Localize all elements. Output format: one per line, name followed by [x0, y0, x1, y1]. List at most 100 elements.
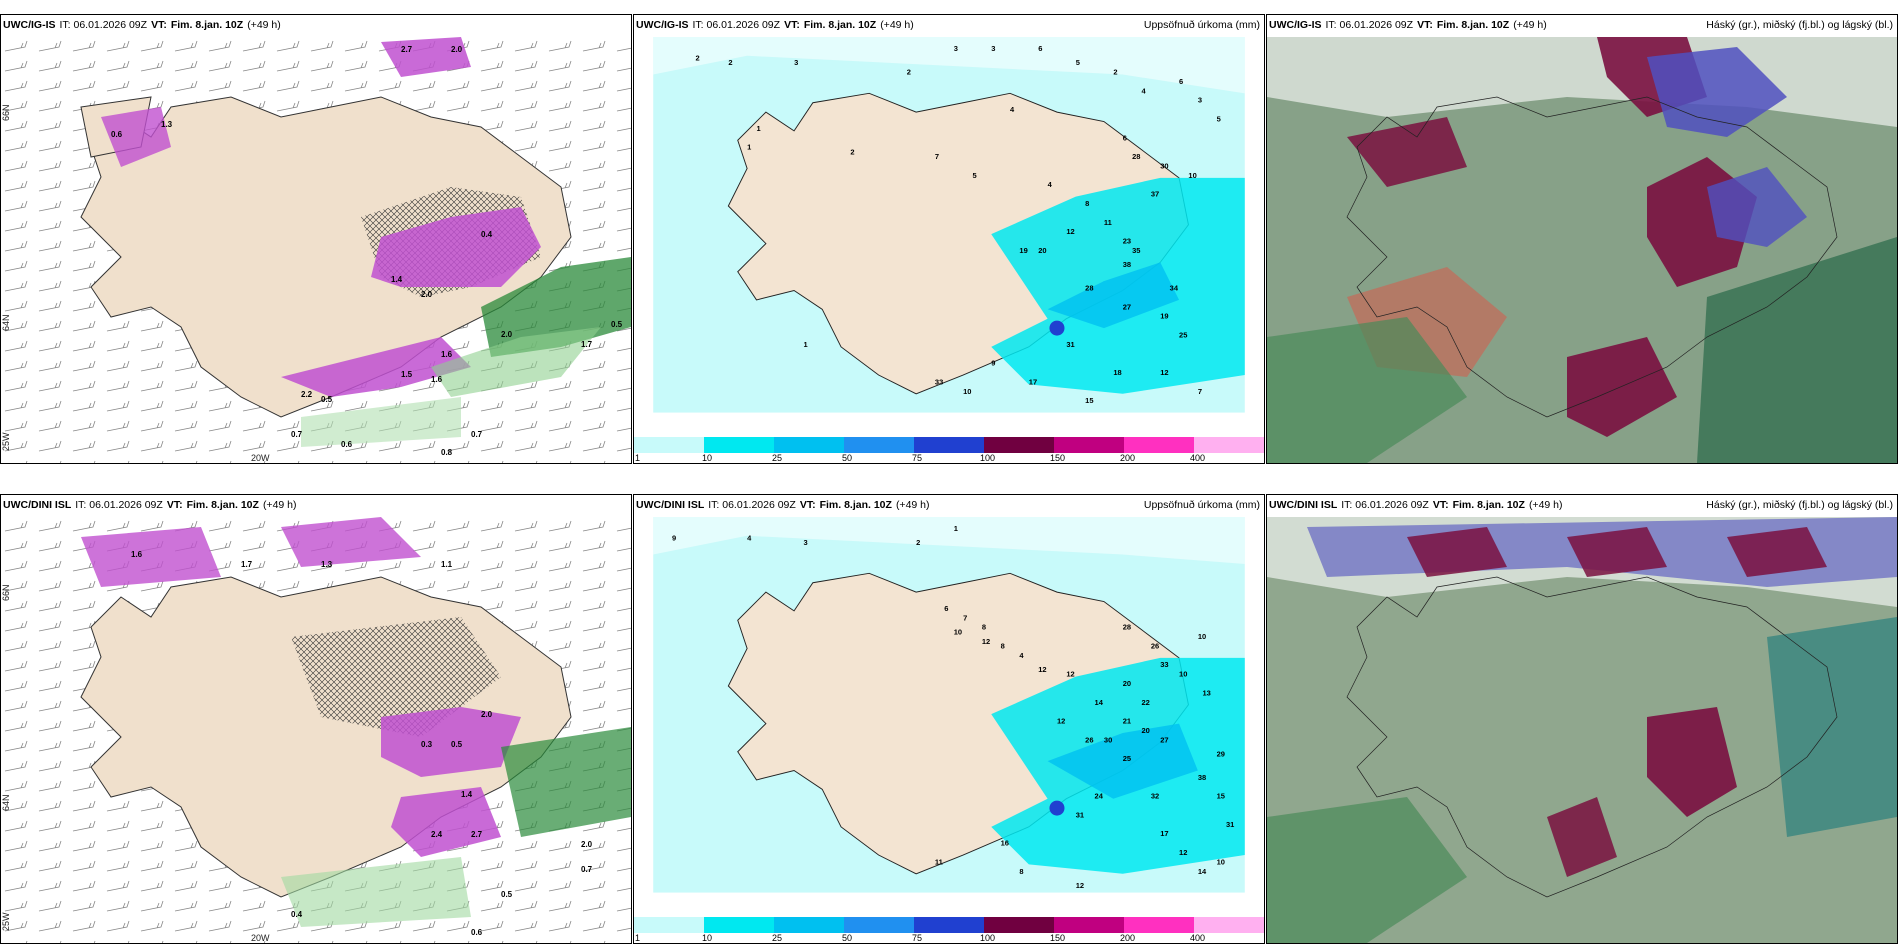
colorbar-cell [984, 917, 1055, 933]
model-name: UWC/IG-IS [1269, 19, 1322, 31]
init-time: IT: 06.01.2026 09Z [708, 499, 796, 511]
field-title: Uppsöfnuð úrkoma (mm) [1143, 499, 1260, 511]
value-label: 5 [1076, 58, 1080, 67]
pink-value-labels: 2.7 2.0 1.3 0.6 0.4 1.4 2.0 1.6 2.2 0.5 … [111, 45, 623, 457]
colorbar-cell [914, 917, 985, 933]
valid-time: Fim. 8.jan. 10Z [803, 19, 877, 31]
value-label: 1.4 [391, 275, 403, 284]
panel-header: UWC/IG-IS IT: 06.01.2026 09Z VT: Fim. 8.… [1269, 19, 1893, 35]
value-label: 1 [747, 143, 751, 152]
colorbar-label: 75 [912, 453, 923, 463]
init-time: IT: 06.01.2026 09Z [1325, 19, 1414, 31]
iceland-coastline [1346, 576, 1838, 898]
colorbar-cell [1054, 917, 1125, 933]
value-label: 4 [1010, 105, 1015, 114]
value-label: 8 [1001, 641, 1005, 650]
valid-label: VT: [1432, 499, 1449, 511]
value-label: 10 [954, 627, 962, 636]
value-label: 10 [1188, 171, 1196, 180]
value-label: 2 [907, 68, 911, 77]
value-label: 2.0 [481, 710, 493, 719]
map-panel-bottom-left: UWC/DINI ISL IT: 06.01.2026 09Z VT: Fim.… [0, 494, 632, 944]
value-label: 1.6 [131, 550, 143, 559]
value-label: 31 [1076, 810, 1084, 819]
value-label: 20 [1038, 246, 1046, 255]
value-label: 34 [1170, 284, 1179, 293]
value-label: 6 [1038, 44, 1042, 53]
value-label: 2.0 [421, 290, 433, 299]
value-label: 2.2 [301, 390, 313, 399]
value-label: 0.5 [451, 740, 463, 749]
init-time: IT: 06.01.2026 09Z [1341, 499, 1429, 511]
lead-time: (+49 h) [262, 499, 297, 511]
value-label: 32 [1151, 792, 1159, 801]
colorbar-label: 100 [980, 933, 996, 943]
lead-time: (+49 h) [895, 499, 930, 511]
value-label: 2.0 [451, 45, 463, 54]
value-label: 28 [1085, 284, 1093, 293]
colorbar-cell [1054, 437, 1125, 453]
lead-time: (+49 h) [1513, 19, 1547, 31]
value-label: 28 [1132, 152, 1140, 161]
colorbar-cell [844, 437, 915, 453]
colorbar: 1 10 25 50 75 100 150 200 400 [634, 917, 1264, 943]
valid-label: VT: [151, 19, 167, 31]
colorbar-cell [774, 437, 845, 453]
value-label: 0.5 [321, 395, 333, 404]
value-label: 12 [1038, 665, 1046, 674]
colorbar-cell [1194, 437, 1264, 453]
value-label: 2.7 [401, 45, 413, 54]
value-label: 0.4 [481, 230, 493, 239]
valid-time: Fim. 8.jan. 10Z [1452, 499, 1525, 511]
colorbar-cell [704, 917, 775, 933]
value-label: 19 [1160, 312, 1168, 321]
value-label: 3 [803, 538, 807, 547]
colorbar-label: 50 [842, 453, 853, 463]
value-label: 9 [991, 359, 995, 368]
lat-label: 66N [1, 104, 11, 121]
value-label: 25 [1123, 754, 1131, 763]
model-name: UWC/DINI ISL [3, 499, 72, 511]
panel-header: UWC/IG-IS IT: 06.01.2026 09Z VT: Fim. 8.… [3, 19, 627, 35]
value-label: 3 [1198, 96, 1202, 105]
value-label: 20 [1141, 726, 1149, 735]
value-label: 37 [1151, 190, 1159, 199]
value-label: 5 [1217, 115, 1221, 124]
wind-precip-map: 2.7 2.0 1.3 0.6 0.4 1.4 2.0 1.6 2.2 0.5 … [1, 37, 631, 463]
value-label: 27 [1160, 735, 1168, 744]
value-label: 33 [1160, 660, 1168, 669]
value-label: 1.1 [441, 560, 453, 569]
colorbar-label: 400 [1190, 453, 1206, 463]
value-label: 4 [1141, 86, 1146, 95]
value-label: 6 [1123, 133, 1127, 142]
value-label: 2.0 [501, 330, 513, 339]
value-label: 17 [1160, 829, 1168, 838]
value-label: 31 [1226, 820, 1234, 829]
colorbar-cell [1124, 437, 1195, 453]
value-label: 31 [1066, 340, 1074, 349]
colorbar-label: 75 [912, 933, 923, 943]
value-label: 1.3 [321, 560, 333, 569]
value-label: 27 [1123, 302, 1131, 311]
value-label: 0.6 [471, 928, 483, 937]
precip-pink-area [371, 207, 541, 287]
value-label: 2 [728, 58, 732, 67]
wind-precip-map: 2.0 1.6 1.3 1.7 1.1 1.4 0.3 0.5 2.4 2.7 … [1, 517, 631, 943]
lat-label: 64N [1, 794, 11, 811]
colorbar-cell [1194, 917, 1264, 933]
value-label: 3 [991, 44, 995, 53]
field-title: Háský (gr.), miðský (fj.bl.) og lágský (… [1706, 499, 1893, 511]
value-label: 33 [935, 377, 943, 386]
valid-label: VT: [166, 499, 183, 511]
value-label: 8 [982, 623, 986, 632]
init-time: IT: 06.01.2026 09Z [692, 19, 781, 31]
value-label: 6 [944, 604, 948, 613]
valid-time: Fim. 8.jan. 10Z [186, 499, 259, 511]
value-label: 0.7 [581, 865, 593, 874]
value-label: 4 [747, 533, 752, 542]
value-label: 2 [850, 147, 854, 156]
lon-label: 20W [251, 933, 270, 943]
value-label: 10 [1217, 857, 1225, 866]
iceland-landmass [80, 96, 572, 418]
value-label: 12 [1066, 670, 1074, 679]
